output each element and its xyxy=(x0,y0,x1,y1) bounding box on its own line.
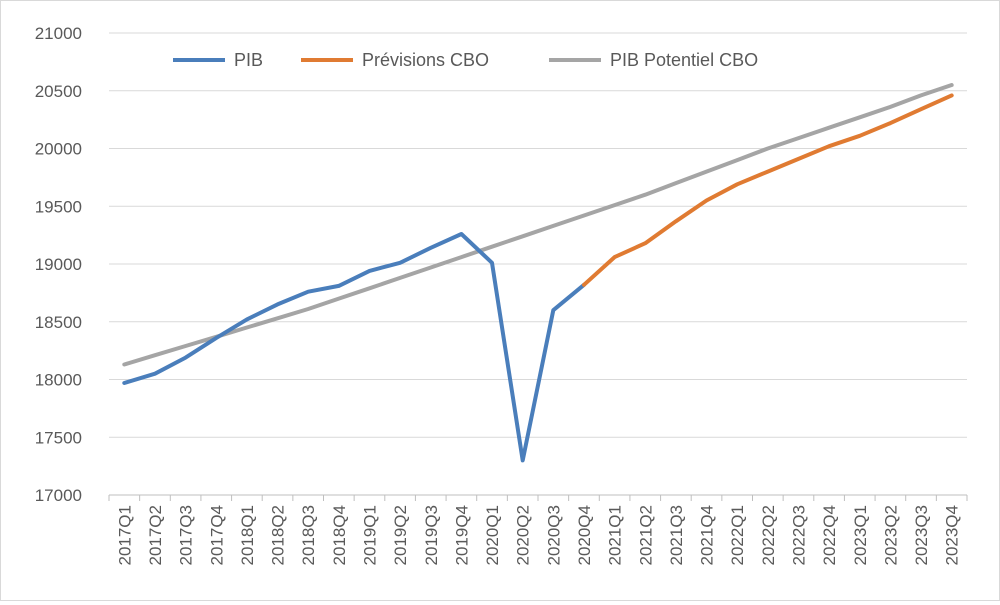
y-tick-label: 19000 xyxy=(35,255,82,274)
y-tick-label: 17000 xyxy=(35,486,82,505)
x-tick-label: 2020Q4 xyxy=(575,505,594,566)
x-tick-label: 2020Q2 xyxy=(514,505,533,566)
legend-label: PIB xyxy=(234,50,263,70)
x-tick-label: 2018Q4 xyxy=(330,505,349,566)
x-tick-label: 2017Q3 xyxy=(177,505,196,566)
x-tick-label: 2023Q1 xyxy=(851,505,870,566)
x-tick-label: 2018Q2 xyxy=(269,505,288,566)
series-lines xyxy=(122,83,954,463)
legend: PIB Prévisions CBO PIB Potentiel CBO xyxy=(173,50,758,70)
x-tick-label: 2022Q3 xyxy=(789,505,808,566)
x-tick-label: 2017Q4 xyxy=(207,505,226,566)
x-tick-label: 2022Q4 xyxy=(820,505,839,566)
x-tick-label: 2022Q2 xyxy=(759,505,778,566)
x-tick-label: 2018Q3 xyxy=(299,505,318,566)
x-tick-label: 2023Q4 xyxy=(943,505,962,566)
y-tick-label: 21000 xyxy=(35,24,82,43)
x-tick-label: 2021Q3 xyxy=(667,505,686,566)
x-tick-label: 2021Q4 xyxy=(698,505,717,566)
x-tick-label: 2020Q1 xyxy=(483,505,502,566)
x-tick-label: 2017Q1 xyxy=(115,505,134,566)
x-tick-label: 2023Q3 xyxy=(912,505,931,566)
x-tick-label: 2018Q1 xyxy=(238,505,257,566)
x-tick-label: 2022Q1 xyxy=(728,505,747,566)
x-tick-label: 2023Q2 xyxy=(881,505,900,566)
x-tick-label: 2020Q3 xyxy=(544,505,563,566)
x-tick-label: 2019Q1 xyxy=(360,505,379,566)
x-tick-label: 2019Q4 xyxy=(452,505,471,566)
y-tick-label: 17500 xyxy=(35,428,82,447)
x-tick-label: 2017Q2 xyxy=(146,505,165,566)
x-tick-label: 2019Q2 xyxy=(391,505,410,566)
x-tick-label: 2021Q2 xyxy=(636,505,655,566)
y-tick-label: 20000 xyxy=(35,140,82,159)
series-line-1 xyxy=(582,93,954,287)
series-line-2 xyxy=(122,83,954,367)
y-tick-label: 19500 xyxy=(35,197,82,216)
legend-label: Prévisions CBO xyxy=(362,50,489,70)
gridlines xyxy=(109,32,967,496)
y-tick-label: 20500 xyxy=(35,82,82,101)
legend-label: PIB Potentiel CBO xyxy=(610,50,758,70)
y-tick-label: 18000 xyxy=(35,371,82,390)
x-tick-label: 2019Q3 xyxy=(422,505,441,566)
x-tick-label: 2021Q1 xyxy=(606,505,625,566)
y-tick-label: 18500 xyxy=(35,313,82,332)
series-line-0 xyxy=(122,232,586,463)
axes: 17000 17500 18000 18500 19000 19500 20000 20500… xyxy=(35,24,968,566)
